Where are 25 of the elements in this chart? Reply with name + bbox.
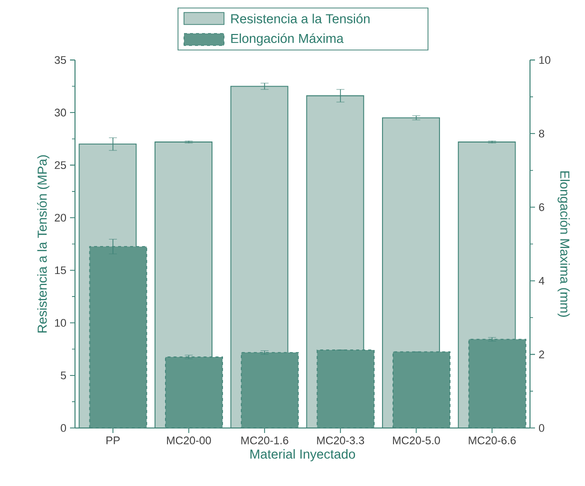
x-axis-title: Material Inyectado bbox=[250, 449, 356, 462]
y-tick-label: 0 bbox=[60, 424, 66, 432]
legend-label: Resistencia a la Tensión bbox=[231, 14, 370, 24]
y2-tick-label: 8 bbox=[539, 130, 544, 138]
x-tick-label: MC20-5.0 bbox=[393, 436, 440, 444]
y-tick-label: 25 bbox=[54, 161, 66, 170]
y2-tick-label: 0 bbox=[538, 424, 544, 432]
x-tick-label: MC20-00 bbox=[167, 436, 211, 444]
y-axis-title: Resistencia a la Tensión (MPa) bbox=[37, 155, 50, 333]
y-tick-label: 20 bbox=[54, 214, 66, 222]
y2-tick-label: 4 bbox=[538, 277, 544, 285]
y2-tick-label: 10 bbox=[539, 56, 550, 64]
x-tick-label: MC20-6.6 bbox=[468, 436, 516, 444]
y-tick-label: 35 bbox=[54, 56, 66, 64]
y2-tick-label: 2 bbox=[539, 350, 544, 358]
x-tick-label: MC20-1.6 bbox=[241, 436, 288, 444]
y-tick-label: 5 bbox=[60, 372, 66, 380]
x-tick-label: MC20-3.3 bbox=[317, 436, 364, 444]
y2-axis-title: Elongación Maxima (mm) bbox=[558, 171, 570, 317]
legend-label: Elongación Máxima bbox=[231, 33, 344, 46]
y-tick-label: 10 bbox=[55, 318, 66, 327]
x-tick-label: PP bbox=[106, 436, 120, 444]
y-tick-label: 15 bbox=[55, 266, 66, 274]
y2-tick-label: 6 bbox=[539, 203, 544, 212]
y-tick-label: 30 bbox=[54, 108, 66, 116]
